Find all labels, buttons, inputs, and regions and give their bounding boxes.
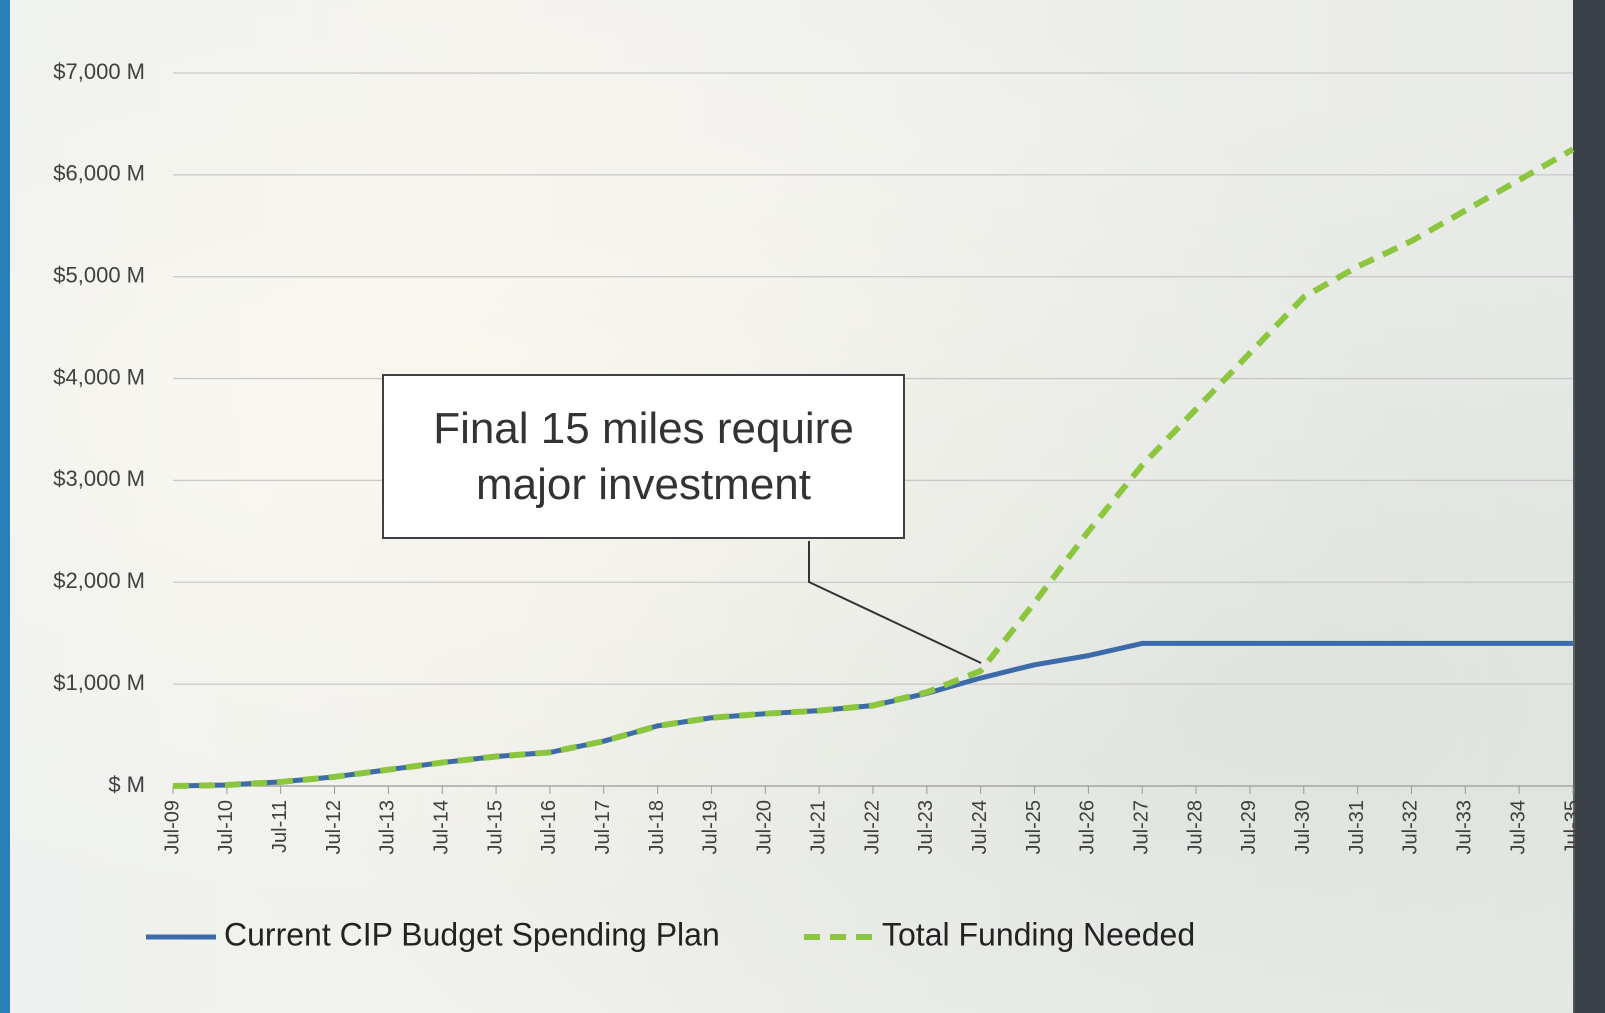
legend-label: Total Funding Needed (882, 916, 1195, 952)
page: $ M $1,000 M $2,000 M $3,000 M $4,000 M $5,00… (0, 0, 1605, 1013)
y-tick-label: $6,000 M (53, 161, 145, 186)
x-tick-label: Jul-33 (1454, 800, 1476, 854)
x-tick-label: Jul-10 (215, 800, 237, 854)
x-tick-label: Jul-18 (646, 800, 668, 854)
x-tick-label: Jul-24 (969, 800, 991, 854)
x-tick-label: Jul-15 (484, 800, 506, 854)
legend-label: Current CIP Budget Spending Plan (224, 916, 720, 952)
x-tick-label: Jul-31 (1346, 800, 1368, 854)
y-tick-label: $7,000 M (53, 59, 145, 84)
x-tick-label: Jul-30 (1292, 800, 1314, 854)
x-tick-label: Jul-29 (1238, 800, 1260, 854)
x-tick-label: Jul-28 (1184, 800, 1206, 854)
y-tick-label: $ M (108, 772, 145, 797)
x-tick-label: Jul-12 (323, 800, 345, 854)
x-tick-label: Jul-16 (538, 800, 560, 854)
x-tick-label: Jul-34 (1507, 800, 1529, 854)
x-tick-label: Jul-25 (1023, 800, 1045, 854)
y-tick-label: $1,000 M (53, 670, 145, 695)
y-tick-label: $3,000 M (53, 466, 145, 491)
annotation: Final 15 miles require major investment (382, 374, 905, 539)
x-tick-label: Jul-13 (377, 800, 399, 854)
y-tick-label: $4,000 M (53, 364, 145, 389)
x-tick-label: Jul-19 (700, 800, 722, 854)
y-tick-label: $2,000 M (53, 568, 145, 593)
x-tick-label: Jul-09 (161, 800, 183, 854)
x-tick-label: Jul-22 (861, 800, 883, 854)
x-tick-label: Jul-35 (1561, 800, 1583, 854)
x-tick-label: Jul-32 (1400, 800, 1422, 854)
x-tick-label: Jul-20 (754, 800, 776, 854)
y-tick-label: $5,000 M (53, 263, 145, 288)
line-series (173, 643, 1573, 786)
x-tick-label: Jul-27 (1131, 800, 1153, 854)
x-tick-label: Jul-21 (807, 800, 829, 854)
annotation-leader (809, 541, 981, 663)
x-tick-label: Jul-23 (915, 800, 937, 854)
x-tick-label: Jul-17 (592, 800, 614, 854)
x-tick-label: Jul-14 (431, 800, 453, 854)
x-tick-label: Jul-11 (269, 800, 291, 853)
x-tick-label: Jul-26 (1077, 800, 1099, 854)
